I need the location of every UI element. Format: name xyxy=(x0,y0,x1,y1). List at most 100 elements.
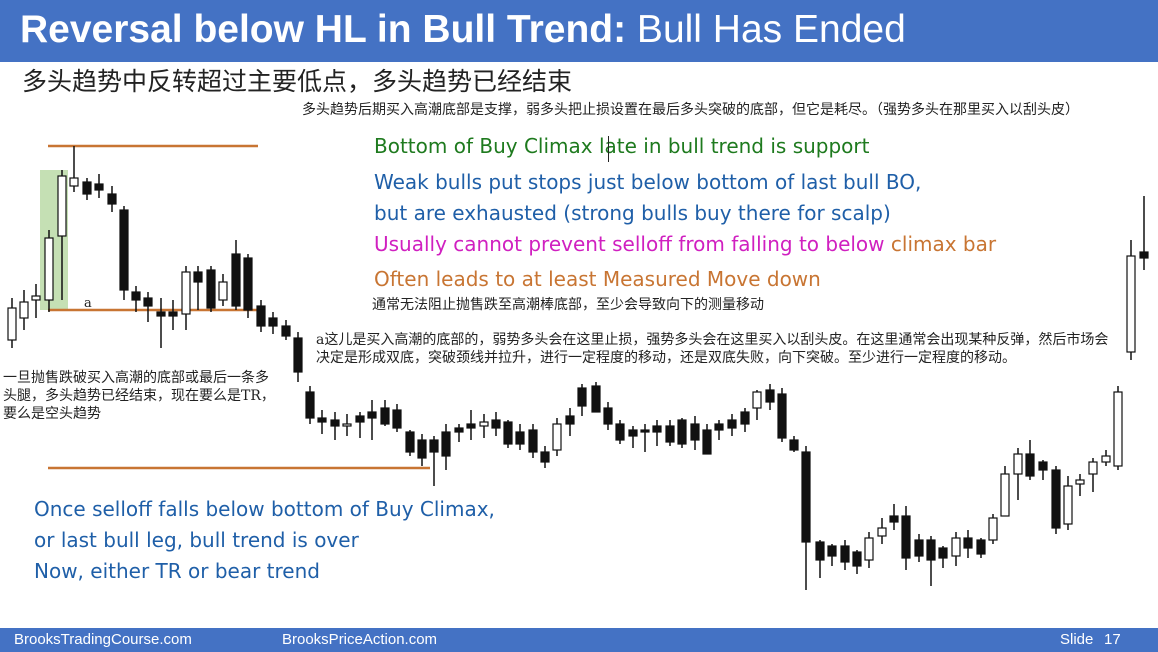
bear-candle xyxy=(615,423,625,441)
bear-candle xyxy=(938,547,948,559)
bear-candle xyxy=(268,317,278,327)
slide-title-rest: Bull Has Ended xyxy=(626,8,906,51)
bear-candle xyxy=(131,291,141,301)
bear-candle xyxy=(677,419,687,445)
bull-candle xyxy=(752,391,762,409)
bull-candle xyxy=(988,517,998,541)
bear-candle xyxy=(466,423,476,429)
bear-candle xyxy=(380,407,390,425)
bear-candle xyxy=(454,427,464,433)
bull-candle xyxy=(19,301,29,319)
bull-candle xyxy=(1088,461,1098,475)
bear-candle xyxy=(330,419,340,427)
bull-candle xyxy=(951,537,961,557)
note-point-a-chinese: a这儿是买入高潮的底部的，弱势多头会在这里止损，强势多头会在这里买入以刮头皮。在… xyxy=(316,332,1109,366)
bear-candle xyxy=(565,415,575,425)
bear-candle xyxy=(914,539,924,557)
bear-candle xyxy=(429,439,439,453)
bear-candle xyxy=(690,423,700,441)
bear-candle xyxy=(603,407,613,425)
bear-candle xyxy=(405,431,415,453)
bear-candle xyxy=(119,209,129,291)
slide-title-bold: Reversal below HL in Bull Trend: xyxy=(20,8,627,51)
bull-candle xyxy=(342,423,352,427)
bear-candle xyxy=(293,337,303,373)
bear-candle xyxy=(765,389,775,403)
bear-candle xyxy=(317,417,327,423)
bear-candle xyxy=(256,305,266,327)
bull-candle xyxy=(69,177,79,187)
bear-candle xyxy=(1051,469,1061,529)
footer-slide-number: 17 xyxy=(1104,631,1121,648)
bull-candle xyxy=(1075,479,1085,485)
bear-candle xyxy=(417,439,427,459)
bull-candle xyxy=(31,295,41,301)
bull-candle xyxy=(218,281,228,301)
bear-candle xyxy=(840,545,850,563)
bear-candle xyxy=(281,325,291,337)
bull-candle xyxy=(1126,255,1136,353)
bear-candle xyxy=(852,551,862,567)
bear-candle xyxy=(789,439,799,451)
bear-candle xyxy=(193,271,203,283)
bear-candle xyxy=(901,515,911,559)
bear-candle xyxy=(801,451,811,543)
slide-title: Reversal below HL in Bull Trend: Bull Ha… xyxy=(20,8,906,52)
bear-candle xyxy=(577,387,587,407)
bear-candle xyxy=(143,297,153,307)
bull-candle xyxy=(7,307,17,341)
bear-candle xyxy=(976,539,986,555)
bear-candle xyxy=(355,415,365,423)
annotation-selloff-main: Usually cannot prevent selloff from fall… xyxy=(374,232,891,256)
bull-candle xyxy=(181,271,191,315)
bear-candle xyxy=(305,391,315,419)
bear-candle xyxy=(777,393,787,439)
footer-bar: BrooksTradingCourse.com BrooksPriceActio… xyxy=(0,628,1158,652)
bull-candle xyxy=(1013,453,1023,475)
bull-candle xyxy=(57,175,67,237)
bear-candle xyxy=(889,515,899,523)
bear-candle xyxy=(540,451,550,463)
bull-candle xyxy=(1101,455,1111,463)
bear-candle xyxy=(528,429,538,453)
note-mid-chinese: 通常无法阻止抛售跌至高潮棒底部，至少会导致向下的测量移动 xyxy=(372,297,764,313)
bear-candle xyxy=(392,409,402,429)
bear-candle xyxy=(714,423,724,431)
bull-candle xyxy=(1000,473,1010,517)
bull-candle xyxy=(1063,485,1073,525)
bull-candle xyxy=(44,237,54,301)
bear-candle xyxy=(640,429,650,433)
bear-candle xyxy=(168,311,178,317)
bull-candle xyxy=(1113,391,1123,467)
footer-slide-label: Slide xyxy=(1060,631,1094,648)
subtitle-chinese: 多头趋势中反转超过主要低点，多头趋势已经结束 xyxy=(22,67,573,96)
bear-candle xyxy=(1025,453,1035,477)
bear-candle xyxy=(156,311,166,317)
text-cursor xyxy=(608,136,609,162)
bull-candle xyxy=(877,527,887,537)
bear-candle xyxy=(515,431,525,445)
annotation-support: Bottom of Buy Climax late in bull trend … xyxy=(374,134,870,158)
bull-candle xyxy=(552,423,562,451)
bear-candle xyxy=(107,193,117,205)
annotation-measured-move: Often leads to at least Measured Move do… xyxy=(374,267,821,291)
annotation-selloff: Usually cannot prevent selloff from fall… xyxy=(374,232,996,256)
bear-candle xyxy=(491,419,501,429)
bear-candle xyxy=(628,429,638,437)
bear-candle xyxy=(740,411,750,425)
bull-candle xyxy=(864,537,874,561)
footer-site-trading-course: BrooksTradingCourse.com xyxy=(14,631,192,648)
bear-candle xyxy=(827,545,837,557)
bear-candle xyxy=(591,385,601,413)
annotation-climax-bar: climax bar xyxy=(890,232,997,256)
bear-candle xyxy=(815,541,825,561)
bear-candle xyxy=(926,539,936,561)
point-a-label: a xyxy=(84,296,92,311)
annotation-exhausted: but are exhausted (strong bulls buy ther… xyxy=(374,201,891,225)
bottom-text-line3: Now, either TR or bear trend xyxy=(34,559,320,583)
bottom-text-line2: or last bull leg, bull trend is over xyxy=(34,528,359,552)
bear-candle xyxy=(1038,461,1048,471)
bear-candle xyxy=(963,537,973,549)
bear-candle xyxy=(652,425,662,433)
